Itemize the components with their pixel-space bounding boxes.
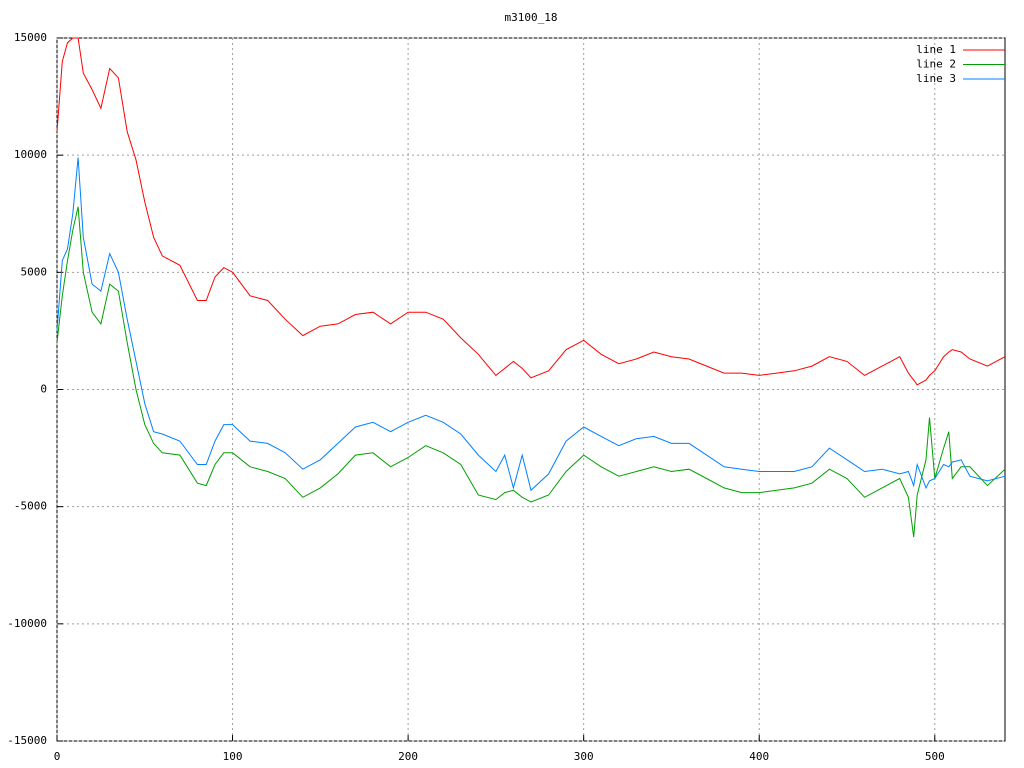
y-tick-label: -10000 (7, 617, 47, 630)
data-line (56, 157, 1006, 492)
chart-title: m3100_18 (505, 11, 558, 24)
y-tick-label: 10000 (14, 148, 47, 161)
y-tick-label: -5000 (14, 500, 47, 513)
x-tick-label: 200 (398, 750, 418, 763)
legend-label: line 1 (916, 43, 956, 56)
data-line (56, 37, 1006, 386)
x-tick-label: 500 (925, 750, 945, 763)
legend-label: line 2 (916, 58, 956, 71)
y-tick-label: 0 (40, 383, 47, 396)
y-tick-label: 5000 (21, 265, 48, 278)
x-tick-label: 0 (54, 750, 61, 763)
x-tick-label: 300 (574, 750, 594, 763)
y-tick-label: -15000 (7, 734, 47, 747)
legend-label: line 3 (916, 72, 956, 85)
x-tick-label: 400 (749, 750, 769, 763)
data-line (56, 206, 1006, 538)
y-tick-label: 15000 (14, 31, 47, 44)
x-tick-label: 100 (223, 750, 243, 763)
